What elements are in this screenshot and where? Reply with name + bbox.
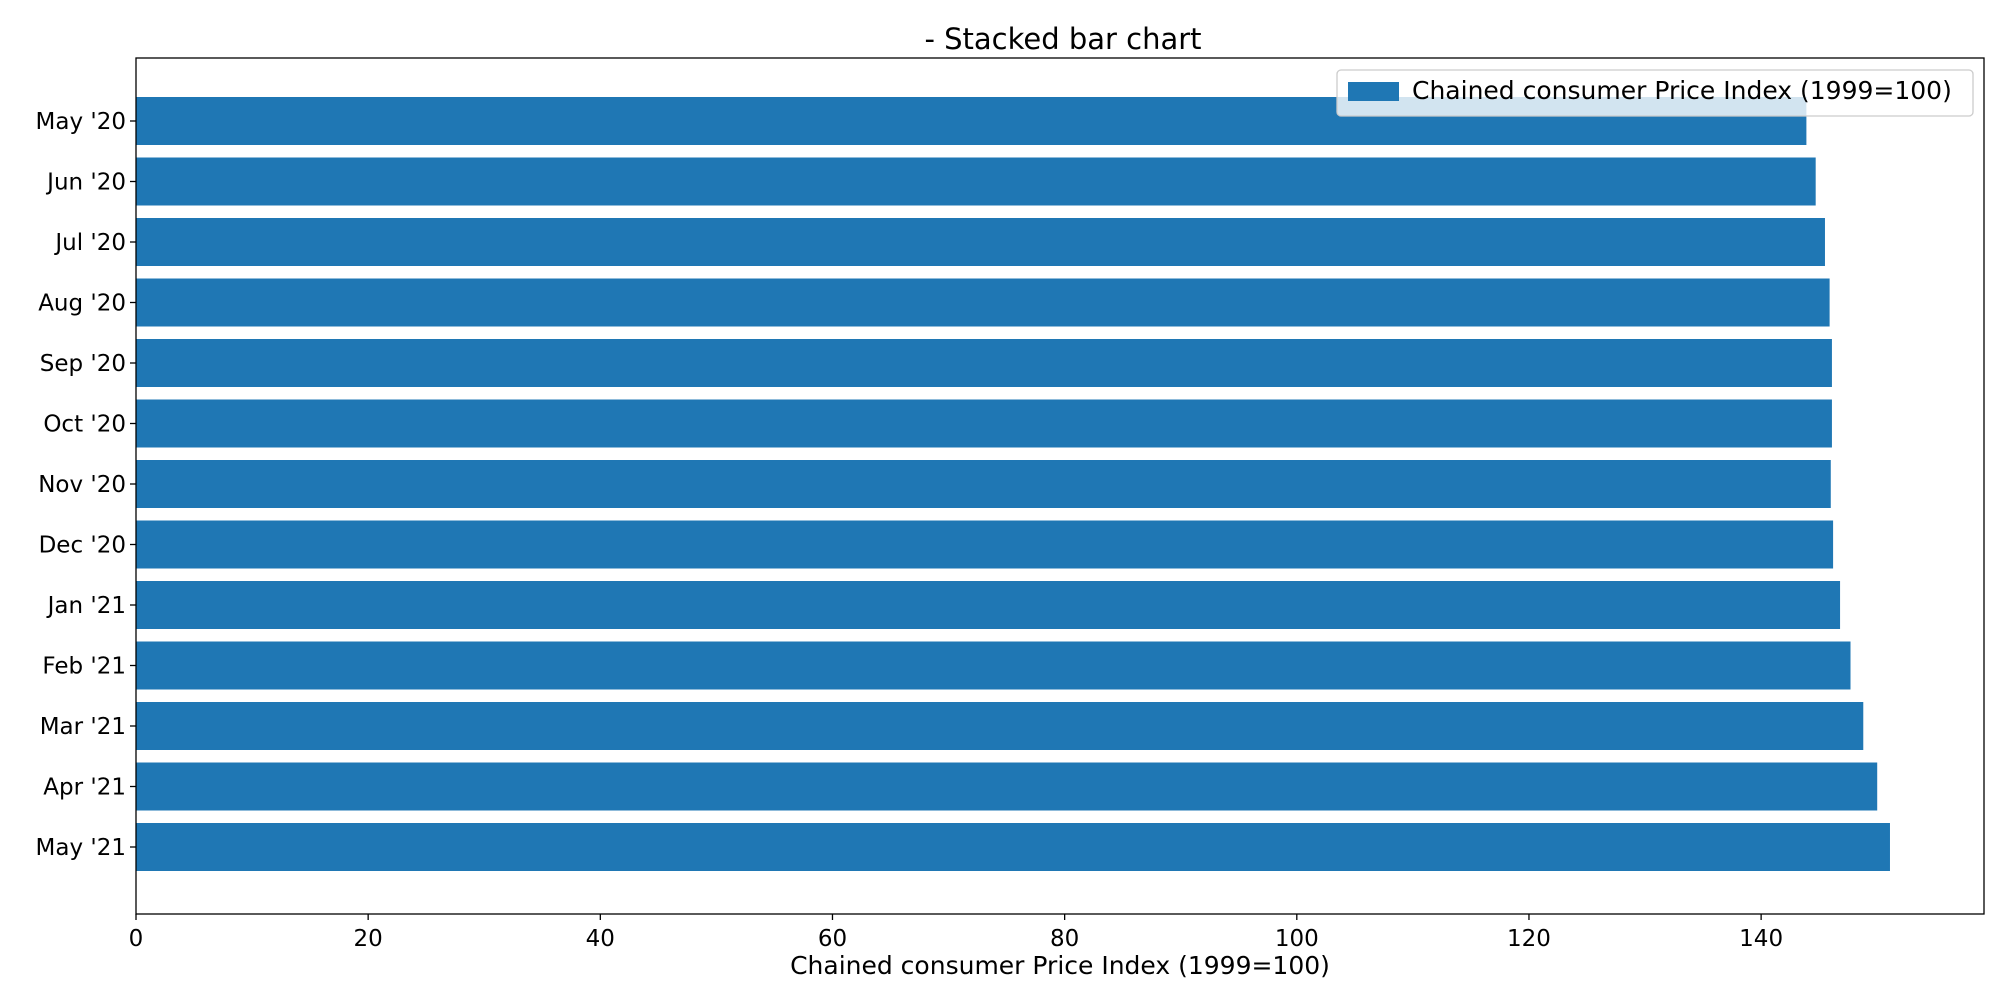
legend: Chained consumer Price Index (1999=100) (1336, 69, 1974, 117)
x-tick-label: 40 (586, 926, 615, 952)
legend-box (1336, 69, 1974, 117)
bar (136, 460, 1831, 508)
y-tick-label: May '20 (36, 109, 126, 135)
y-tick-label: Aug '20 (38, 291, 126, 317)
bar (136, 702, 1864, 750)
bar (136, 641, 1851, 690)
bar (136, 520, 1834, 569)
x-axis-title: Chained consumer Price Index (1999=100) (790, 951, 1330, 980)
bar (136, 581, 1841, 629)
x-tick-label: 60 (818, 926, 847, 952)
x-tick-label: 140 (1739, 926, 1783, 952)
plot-frame (135, 57, 1985, 915)
y-tick-label: Feb '21 (42, 654, 126, 680)
bar (136, 399, 1832, 448)
y-tick-label: Jul '20 (53, 230, 126, 256)
bar (136, 339, 1832, 387)
y-tick-label: Dec '20 (39, 533, 126, 559)
x-axis: 0 20 40 60 80 100 120 140 (129, 914, 1783, 952)
x-tick-label: 0 (129, 926, 144, 952)
y-tick-label: Apr '21 (43, 775, 126, 801)
bar (136, 823, 1890, 871)
y-tick-label: Jan '21 (46, 593, 126, 619)
y-tick-label: Sep '20 (40, 351, 126, 377)
x-tick-label: 100 (1275, 926, 1319, 952)
legend-label: Chained consumer Price Index (1999=100) (1412, 76, 1952, 105)
x-tick-label: 120 (1507, 926, 1551, 952)
bar (136, 278, 1830, 327)
bar (136, 218, 1825, 266)
legend-swatch (1348, 82, 1399, 101)
y-tick-label: Jun '20 (45, 170, 126, 196)
y-tick-label: May '21 (36, 835, 126, 861)
x-tick-label: 20 (354, 926, 383, 952)
y-tick-label: Oct '20 (43, 412, 126, 438)
x-tick-label: 80 (1050, 926, 1079, 952)
bar (136, 762, 1878, 811)
y-tick-label: Mar '21 (40, 714, 126, 740)
chart-title: - Stacked bar chart (924, 22, 1201, 56)
bars-layer (136, 97, 1890, 871)
y-axis: May '20 Jun '20 Jul '20 Aug '20 Sep '20 Oct '… (36, 109, 136, 861)
bar (136, 157, 1816, 206)
y-tick-label: Nov '20 (38, 472, 126, 498)
